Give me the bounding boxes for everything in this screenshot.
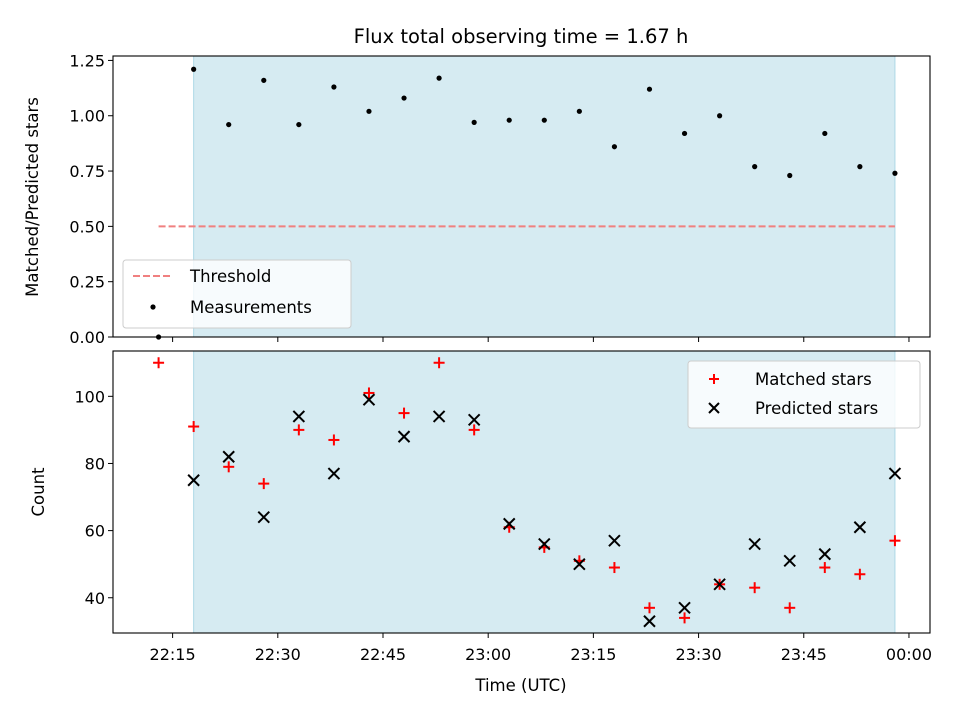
x-tick-label: 22:30 (255, 645, 301, 664)
predicted-star-point (713, 578, 726, 591)
bottom-y-axis-label: Count (29, 467, 48, 517)
matched-star-point (679, 612, 691, 624)
predicted-star-point (467, 413, 481, 427)
y-tick-label: 80 (85, 454, 105, 473)
x-tick-label: 22:45 (360, 645, 406, 664)
measurement-point (226, 121, 232, 128)
legend-measurements-swatch (150, 304, 156, 310)
matched-star-point (889, 535, 901, 547)
predicted-star-point (748, 537, 761, 551)
matched-star-point (608, 562, 620, 574)
top-y-axis-label: Matched/Predicted stars (23, 97, 42, 297)
measurement-point (296, 121, 302, 128)
measurement-point (401, 95, 407, 101)
legend-matched-swatch (709, 374, 719, 384)
predicted-star-point (678, 601, 691, 615)
measurement-point (436, 75, 442, 81)
predicted-star-point (327, 467, 341, 480)
matched-star-point (293, 424, 305, 436)
measurement-point (541, 117, 547, 123)
predicted-star-point (888, 467, 902, 480)
x-axis-label: Time (UTC) (474, 676, 566, 695)
y-tick-label: 0.75 (69, 162, 105, 181)
matched-star-point (468, 424, 480, 436)
x-tick-label: 23:45 (781, 645, 827, 664)
measurement-point (822, 130, 828, 137)
y-tick-label: 100 (74, 387, 105, 406)
measurement-point (717, 113, 723, 119)
predicted-star-point (573, 557, 586, 571)
predicted-star-point (187, 474, 200, 487)
y-tick-label: 1.00 (69, 107, 105, 126)
y-tick-label: 0.25 (69, 273, 105, 292)
legend-predicted-swatch (708, 402, 720, 414)
matched-star-point (854, 568, 866, 580)
predicted-star-point (783, 554, 796, 568)
matched-star-point (749, 582, 761, 594)
y-tick-label: 1.25 (69, 51, 105, 70)
predicted-star-point (503, 517, 516, 531)
matched-star-point (223, 461, 235, 473)
legend-measurements-label: Measurements (190, 298, 312, 317)
legend-threshold-label: Threshold (189, 267, 271, 286)
predicted-star-point (222, 450, 235, 463)
predicted-star-point (643, 615, 656, 628)
matched-star-point (398, 407, 410, 419)
predicted-star-point (362, 393, 376, 406)
measurement-point (646, 86, 653, 92)
measurement-point (681, 130, 688, 137)
top-panel: 0.00 0.25 0.50 0.75 1.00 1.25 Matched/Predict… (23, 51, 931, 347)
matched-star-point (363, 387, 375, 399)
bottom-plot-frame (112, 350, 931, 634)
measurement-point (471, 119, 477, 125)
matched-star-point (258, 478, 270, 490)
predicted-star-point (292, 410, 306, 423)
bottom-panel: 40 60 80 100 22:15 22:30 22:45 23:00 23:15 23:30… (29, 350, 932, 664)
bottom-legend: Matched stars Predicted stars (687, 360, 921, 429)
y-tick-label: 0.50 (69, 217, 105, 236)
measurement-point (787, 172, 793, 179)
predicted-star-point (257, 510, 270, 524)
chart-title: Flux total observing time = 1.67 h (354, 25, 689, 48)
x-tick-label: 23:00 (465, 645, 511, 664)
measurement-point (191, 66, 197, 72)
matched-star-point (643, 602, 655, 614)
measurement-point (366, 108, 372, 114)
top-legend: Threshold Measurements (122, 259, 352, 329)
measurement-point (506, 117, 512, 123)
measurement-point (857, 164, 863, 170)
measurement-point (261, 77, 267, 83)
measurement-point (331, 84, 337, 90)
top-plot-frame (112, 55, 931, 338)
predicted-star-point (818, 547, 832, 561)
predicted-star-point (608, 534, 621, 547)
measurement-point (611, 144, 618, 150)
measurement-point (892, 170, 898, 176)
y-tick-label: 0.00 (69, 328, 105, 347)
measurement-point (576, 108, 582, 114)
predicted-star-point (432, 410, 446, 423)
matched-star-point (188, 421, 200, 433)
x-tick-label: 00:00 (886, 645, 932, 664)
matched-star-point (784, 602, 796, 614)
matched-star-point (153, 357, 165, 369)
matched-star-point (819, 562, 831, 574)
matched-star-point (328, 434, 340, 446)
legend-matched-label: Matched stars (755, 370, 872, 389)
y-tick-label: 40 (85, 589, 105, 608)
measurement-point (752, 164, 758, 170)
matched-star-point (433, 357, 445, 369)
predicted-star-point (853, 521, 867, 534)
x-tick-label: 23:30 (676, 645, 722, 664)
y-tick-label: 60 (85, 522, 105, 541)
x-tick-label: 23:15 (570, 645, 616, 664)
legend-predicted-label: Predicted stars (755, 399, 878, 418)
x-tick-label: 22:15 (150, 645, 196, 664)
predicted-star-point (397, 430, 411, 443)
predicted-star-point (538, 537, 551, 551)
